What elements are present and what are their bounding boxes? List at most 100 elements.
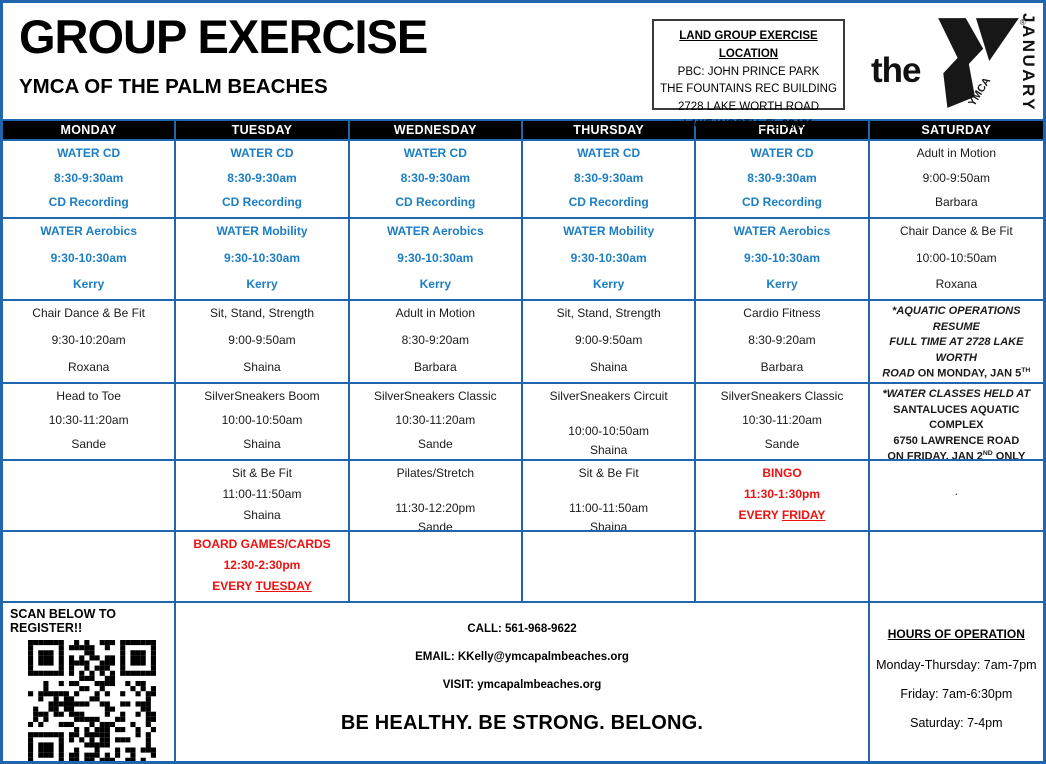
cell-line: EVERY FRIDAY bbox=[738, 508, 826, 523]
cell-line: 8:30-9:30am bbox=[747, 170, 817, 185]
schedule-cell-saturday-row6 bbox=[869, 532, 1043, 603]
cell-line: FULL TIME AT 2728 LAKE WORTH bbox=[889, 336, 1024, 364]
cell-line: Chair Dance & Be Fit bbox=[899, 224, 1013, 238]
cell-line: Sande bbox=[71, 437, 107, 452]
schedule-cell-tuesday-row6: BOARD GAMES/CARDS 12:30-2:30pm EVERY TUESD… bbox=[176, 532, 350, 603]
cell-line: Sit & Be Fit bbox=[231, 466, 292, 480]
day-header-friday: FRIDAY bbox=[696, 121, 870, 141]
schedule-cell-saturday-row5: . bbox=[869, 461, 1043, 532]
schedule-cell-thursday-row2: WATER Mobility 9:30-10:30am Kerry bbox=[522, 219, 697, 301]
schedule-table: MONDAY TUESDAY WEDNESDAY THURSDAY FRIDAY SATU… bbox=[3, 119, 1043, 603]
cell-line: Pilates/Stretch bbox=[396, 466, 474, 480]
header-band: GROUP EXERCISE YMCA OF THE PALM BEACHES … bbox=[3, 3, 1043, 131]
schedule-cell-monday-row4: Head to Toe 10:30-11:20am Sande bbox=[3, 384, 177, 461]
cell-line: WATER Aerobics bbox=[386, 224, 484, 238]
cell-line: Kerry bbox=[419, 277, 451, 292]
scan-register-cell: SCAN BELOW TO REGISTER!! bbox=[3, 603, 177, 761]
schedule-cell-tuesday-row4: SilverSneakers Boom 10:00-10:50am Shaina bbox=[176, 384, 350, 461]
schedule-cell-wednesday-row2: WATER Aerobics 9:30-10:30am Kerry bbox=[349, 219, 523, 301]
cell-line: Adult in Motion bbox=[916, 146, 997, 160]
cell-line: Sande bbox=[417, 519, 453, 532]
cell-line: Kerry bbox=[592, 277, 625, 292]
cell-line: CD Recording bbox=[741, 195, 822, 210]
cell-line: WATER Aerobics bbox=[733, 224, 831, 238]
contact-website: VISIT: ymcapalmbeaches.org bbox=[442, 679, 602, 691]
location-line: PBC: JOHN PRINCE PARK bbox=[677, 65, 820, 78]
location-box-title: LAND GROUP EXERCISE LOCATION bbox=[679, 30, 818, 60]
cell-line: Kerry bbox=[72, 277, 105, 292]
cell-line: Shaina bbox=[589, 360, 628, 375]
cell-line: BOARD GAMES/CARDS bbox=[193, 537, 331, 551]
cell-line: 9:30-10:30am bbox=[570, 250, 647, 265]
cell-line: CD Recording bbox=[48, 195, 129, 210]
day-header-monday: MONDAY bbox=[3, 121, 177, 141]
cell-line: 11:30-1:30pm bbox=[743, 487, 821, 502]
cell-line: SilverSneakers Boom bbox=[204, 389, 320, 403]
ymca-logo: the ® YMCA bbox=[871, 15, 1031, 111]
cell-line: EVERY TUESDAY bbox=[212, 579, 312, 594]
location-line: THE FOUNTAINS REC BUILDING bbox=[660, 83, 837, 96]
cell-line: Sit & Be Fit bbox=[578, 466, 639, 480]
cell-line: WATER CD bbox=[57, 146, 121, 160]
cell-line: WATER CD bbox=[577, 146, 641, 160]
schedule-cell-tuesday-row2: WATER Mobility 9:30-10:30am Kerry bbox=[176, 219, 350, 301]
cell-line: 8:30-9:30am bbox=[400, 170, 470, 185]
cell-line: CD Recording bbox=[221, 195, 302, 210]
cell-line: Roxana bbox=[935, 277, 977, 292]
schedule-cell-wednesday-row5: Pilates/Stretch 11:30-12:20pm Sande bbox=[349, 461, 523, 532]
cell-line: 10:30-11:20am bbox=[395, 413, 476, 428]
cell-line: Cardio Fitness bbox=[743, 306, 821, 320]
cell-line: 10:00-10:50am bbox=[221, 413, 303, 428]
schedule-cell-friday-row5: BINGO 11:30-1:30pm EVERY FRIDAY bbox=[696, 461, 870, 532]
schedule-cell-saturday-row4: *WATER CLASSES HELD AT SANTALUCES AQUATIC… bbox=[869, 384, 1043, 461]
schedule-cell-saturday-row1: Adult in Motion 9:00-9:50am Barbara bbox=[869, 141, 1043, 219]
schedule-cell-thursday-row6 bbox=[522, 532, 697, 603]
cell-line: WATER Mobility bbox=[216, 224, 308, 238]
schedule-cell-wednesday-row3: Adult in Motion 8:30-9:20am Barbara bbox=[349, 301, 523, 384]
cell-line: Shaina bbox=[589, 519, 628, 532]
cell-line: Sande bbox=[764, 437, 800, 452]
hours-cell: HOURS OF OPERATION Monday-Thursday: 7am-… bbox=[870, 603, 1043, 761]
registered-mark: ® bbox=[1019, 18, 1025, 27]
cell-line: 11:30-12:20pm bbox=[395, 500, 476, 515]
cell-line: Shaina bbox=[243, 508, 281, 523]
cell-line: 11:00-11:50am bbox=[569, 500, 649, 515]
schedule-cell-monday-row1: WATER CD 8:30-9:30am CD Recording bbox=[3, 141, 177, 219]
cell-line: SANTALUCES AQUATIC COMPLEX bbox=[893, 403, 1020, 432]
cell-line: 9:00-9:50am bbox=[228, 333, 296, 348]
schedule-cell-wednesday-row6 bbox=[349, 532, 523, 603]
location-line: 2728 LAKE WORTH ROAD bbox=[677, 101, 820, 114]
cell-line: *AQUATIC OPERATIONS RESUME bbox=[892, 305, 1021, 333]
month-label: JANUARY bbox=[1019, 13, 1038, 113]
cell-line: Shaina bbox=[243, 360, 281, 375]
cell-line: 8:30-9:30am bbox=[227, 170, 297, 185]
schedule-cell-friday-row1: WATER CD 8:30-9:30am CD Recording bbox=[696, 141, 870, 219]
cell-line: Sit, Stand, Strength bbox=[556, 306, 661, 320]
cell-line: Shaina bbox=[243, 437, 281, 452]
cell-line: CD Recording bbox=[568, 195, 649, 210]
schedule-cell-thursday-row5: Sit & Be Fit 11:00-11:50am Shaina bbox=[522, 461, 697, 532]
cell-line: Sit, Stand, Strength bbox=[209, 306, 315, 320]
cell-line: ROAD ON MONDAY, JAN 5TH bbox=[882, 367, 1031, 381]
schedule-cell-friday-row4: SilverSneakers Classic 10:30-11:20am Sande bbox=[696, 384, 870, 461]
footer-band: SCAN BELOW TO REGISTER!! CALL: 561-968-9… bbox=[3, 603, 1043, 761]
cell-line: 10:30-11:20am bbox=[742, 413, 822, 428]
registration-qr-code bbox=[28, 640, 156, 761]
cell-line: Shaina bbox=[589, 442, 628, 457]
scan-register-label: SCAN BELOW TO REGISTER!! bbox=[10, 607, 117, 635]
cell-line: 8:30-9:30am bbox=[53, 170, 124, 185]
cell-line: Head to Toe bbox=[56, 389, 121, 403]
schedule-cell-monday-row6 bbox=[3, 532, 177, 603]
cell-line: 8:30-9:30am bbox=[573, 170, 644, 185]
hours-line: Friday: 7am-6:30pm bbox=[900, 687, 1013, 701]
cell-line: . bbox=[954, 484, 958, 498]
cell-line: Chair Dance & Be Fit bbox=[32, 306, 146, 320]
cell-line: SilverSneakers Classic bbox=[720, 389, 844, 403]
schedule-cell-tuesday-row1: WATER CD 8:30-9:30am CD Recording bbox=[176, 141, 350, 219]
schedule-cell-friday-row6 bbox=[696, 532, 870, 603]
contact-email: EMAIL: KKelly@ymcapalmbeaches.org bbox=[415, 651, 629, 663]
cell-line: SilverSneakers Classic bbox=[373, 389, 497, 403]
cell-line: 11:00-11:50am bbox=[222, 487, 302, 502]
schedule-cell-monday-row5 bbox=[3, 461, 177, 532]
